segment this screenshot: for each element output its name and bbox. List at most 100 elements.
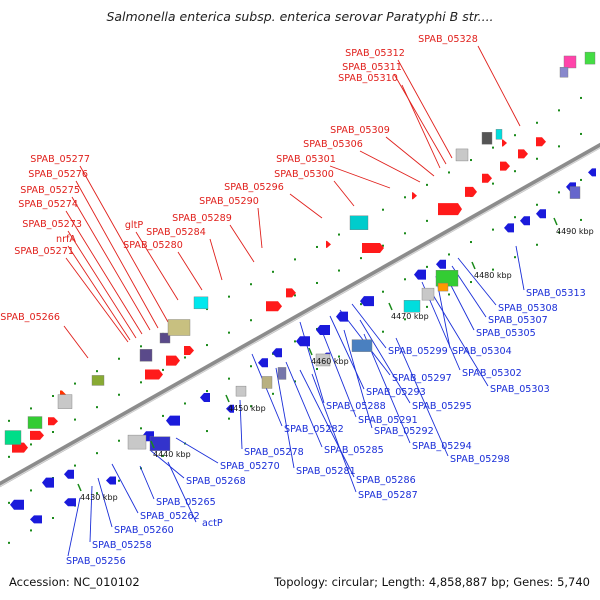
reverse-gene — [520, 216, 530, 226]
forward-gene — [412, 192, 417, 200]
leader-line — [65, 257, 129, 343]
forward-gene — [30, 430, 44, 440]
ruler-dot — [360, 303, 362, 306]
gene-label-forward: SPAB_05312 — [345, 48, 405, 59]
gene-block — [421, 287, 435, 301]
ruler-dot — [8, 541, 10, 544]
ruler-dot — [558, 145, 560, 148]
ruler-dot — [492, 182, 494, 185]
gene-label-forward: SPAB_05284 — [146, 227, 206, 238]
ruler-dot — [514, 170, 516, 173]
ruler-dot — [580, 96, 582, 99]
ruler-dot — [558, 109, 560, 112]
ruler-dot — [580, 218, 582, 221]
scale-tick-label: 4440 kbp — [153, 450, 191, 459]
leader-line — [351, 303, 387, 349]
ruler-dot — [74, 418, 76, 421]
ruler-dot — [118, 393, 120, 396]
leader-line — [275, 367, 295, 469]
forward-gene — [48, 417, 58, 426]
ruler-dot — [140, 345, 142, 348]
gene-label-forward: SPAB_05310 — [338, 73, 398, 84]
ruler-dot — [558, 191, 560, 194]
ruler-dot — [74, 382, 76, 385]
gene-label-forward: SPAB_05309 — [330, 125, 390, 136]
scale-tick — [77, 483, 82, 492]
gene-label-reverse: SPAB_05307 — [488, 315, 548, 326]
gene-label-forward: SPAB_05280 — [123, 240, 183, 251]
gene-label-reverse: SPAB_05265 — [156, 497, 216, 508]
leader-line — [257, 207, 263, 249]
leader-line — [385, 136, 435, 177]
gene-block — [27, 416, 43, 429]
gene-label-reverse: SPAB_05305 — [476, 328, 536, 339]
gene-label-reverse: SPAB_05268 — [186, 476, 246, 487]
forward-gene — [465, 186, 477, 197]
leader-line — [319, 325, 357, 418]
leader-lines — [63, 45, 525, 557]
gene-block — [403, 300, 421, 313]
gene-block — [91, 375, 105, 386]
reverse-gene — [536, 209, 546, 219]
leader-line — [71, 196, 151, 331]
ruler-dot — [118, 357, 120, 360]
leader-line — [175, 437, 219, 464]
scale-tick — [225, 394, 230, 403]
gene-label-reverse: SPAB_05303 — [490, 384, 550, 395]
leader-line — [285, 361, 323, 448]
gene-label-reverse: SPAB_05308 — [498, 303, 558, 314]
gene-label-forward: SPAB_05276 — [28, 169, 88, 180]
reverse-gene — [504, 223, 514, 233]
ruler-dot — [338, 355, 340, 358]
ruler-dot — [492, 268, 494, 271]
gene-label-reverse: SPAB_05281 — [296, 466, 356, 477]
leader-line — [209, 238, 223, 281]
gene-block — [495, 129, 503, 140]
ruler-dot — [228, 417, 230, 420]
gene-block — [315, 353, 331, 367]
gene-block — [481, 132, 493, 145]
leader-line — [359, 319, 411, 404]
gene-label-reverse: SPAB_05256 — [66, 556, 126, 567]
ruler-dot — [294, 258, 296, 261]
gene-label-reverse: SPAB_05302 — [462, 368, 522, 379]
scale-tick — [553, 217, 558, 226]
gene-features — [4, 51, 596, 524]
scale-tick — [388, 302, 393, 311]
leader-line — [299, 321, 325, 404]
ruler-dot — [118, 479, 120, 482]
gene-label-forward: nrfA — [56, 234, 76, 245]
gene-label-forward: SPAB_05328 — [418, 34, 478, 45]
gene-label-forward: SPAB_05289 — [172, 213, 232, 224]
ruler-dot — [448, 293, 450, 296]
forward-gene — [438, 203, 462, 216]
ruler-dot — [162, 414, 164, 417]
leader-line — [229, 224, 255, 263]
ruler-dot — [96, 370, 98, 373]
leader-line — [333, 180, 355, 207]
reverse-gene — [316, 324, 330, 335]
ruler-dot — [250, 283, 252, 286]
ruler-dot — [316, 281, 318, 284]
leader-line — [79, 165, 169, 323]
gene-block — [4, 430, 22, 445]
reverse-gene — [336, 311, 348, 322]
gene-block — [57, 394, 73, 409]
forward-gene — [12, 442, 28, 453]
gene-block — [349, 215, 369, 230]
gene-block — [139, 349, 153, 362]
gene-block — [351, 339, 373, 352]
reverse-gene — [42, 477, 54, 488]
gene-block — [437, 282, 449, 292]
leader-line — [329, 315, 365, 390]
ruler-dot — [30, 529, 32, 532]
ruler-dot — [492, 146, 494, 149]
leader-line — [363, 333, 411, 444]
gene-block — [159, 332, 171, 344]
accession-text: Accession: NC_010102 — [9, 575, 140, 589]
gene-label-forward: SPAB_05266 — [0, 312, 60, 323]
ruler-dot — [250, 365, 252, 368]
ruler-dot — [228, 377, 230, 380]
gene-label-reverse: SPAB_05291 — [358, 415, 418, 426]
